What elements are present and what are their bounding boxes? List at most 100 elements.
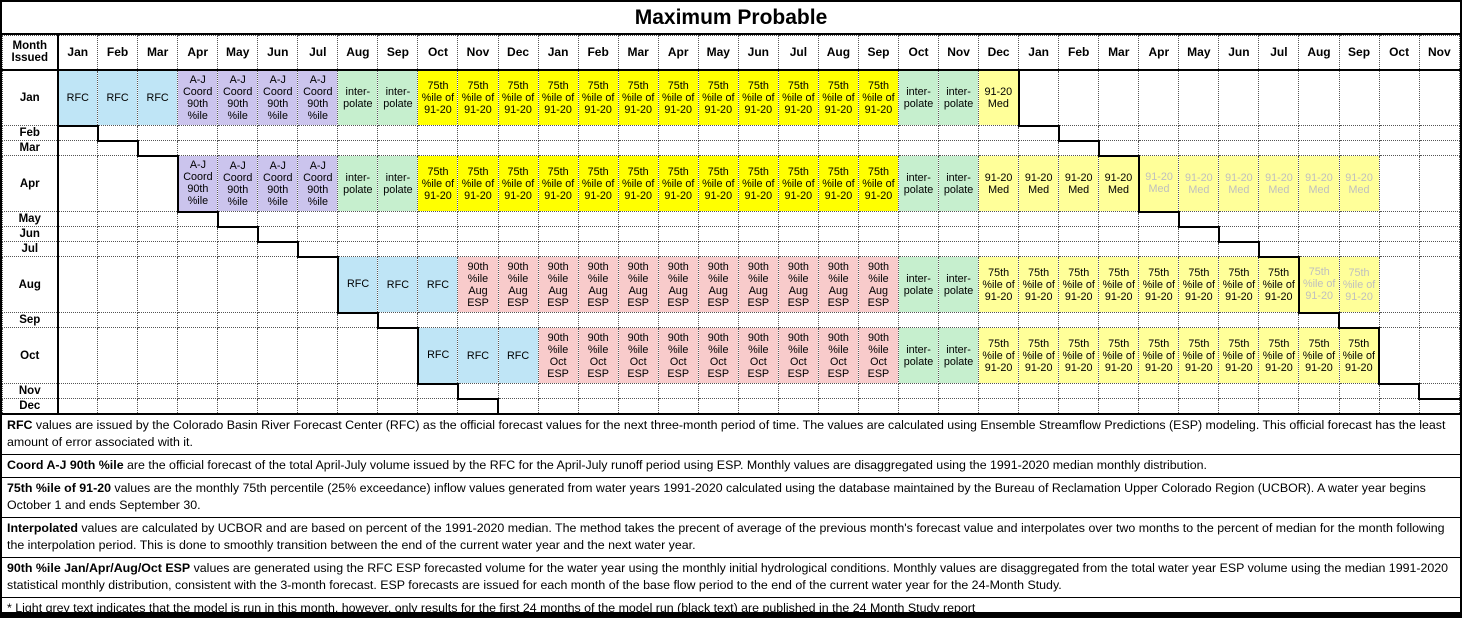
grid-cell-empty xyxy=(217,125,259,141)
grid-cell-interpolate: inter-polate xyxy=(938,327,980,384)
grid-cell-empty xyxy=(617,226,659,242)
grid-cell-p75-pale: 75th %ile of 91-20 xyxy=(1298,327,1340,384)
grid-cell-p75-yellow: 75th %ile of 91-20 xyxy=(857,155,899,212)
grid-cell-empty xyxy=(257,140,299,156)
grid-cell-p75-pale-grey: 75th %ile of 91-20 xyxy=(1297,256,1340,314)
grid-cell-empty xyxy=(337,327,379,384)
grid-cell-rfc: RFC xyxy=(137,69,179,126)
grid-cell-p75-yellow: 75th %ile of 91-20 xyxy=(857,69,899,126)
column-header-feb: Feb xyxy=(577,35,619,71)
footnote-grey-text-note: * Light grey text indicates that the mod… xyxy=(2,597,1460,612)
grid-cell-empty xyxy=(1018,312,1060,328)
grid-cell-empty xyxy=(938,211,980,227)
column-header-may: May xyxy=(697,35,739,71)
grid-cell-empty xyxy=(56,327,99,384)
grid-cell-rfc: RFC xyxy=(417,256,459,313)
grid-cell-empty xyxy=(177,226,219,242)
grid-cell-empty xyxy=(497,211,539,227)
column-header-oct: Oct xyxy=(417,35,459,71)
grid-cell-empty xyxy=(97,312,139,328)
grid-cell-empty xyxy=(457,226,499,242)
grid-cell-med: 91-20 Med xyxy=(1098,155,1140,212)
grid-cell-p75-pale: 75th %ile of 91-20 xyxy=(978,327,1020,384)
grid-cell-empty xyxy=(97,140,139,156)
footnote-text: values are issued by the Colorado Basin … xyxy=(7,417,1446,449)
grid-cell-empty xyxy=(97,241,139,257)
grid-cell-empty xyxy=(617,140,659,156)
grid-cell-p75-pale: 75th %ile of 91-20 xyxy=(1058,327,1100,384)
grid-cell-empty xyxy=(457,312,499,328)
grid-cell-empty xyxy=(537,140,579,156)
grid-cell-empty xyxy=(217,312,259,328)
grid-cell-empty xyxy=(1298,398,1340,414)
grid-cell-p75-pale: 75th %ile of 91-20 xyxy=(1218,327,1260,384)
grid-cell-esp-aug: 90th %ile Aug ESP xyxy=(577,256,619,313)
issued-row-mar: Mar xyxy=(2,140,1460,157)
grid-cell-empty xyxy=(857,312,899,328)
footnote-term: Interpolated xyxy=(7,521,78,536)
column-header-may: May xyxy=(217,35,259,71)
grid-cell-p75-yellow: 75th %ile of 91-20 xyxy=(497,155,539,212)
grid-cell-empty xyxy=(417,383,459,399)
grid-cell-empty xyxy=(1338,398,1380,414)
grid-cell-empty xyxy=(1378,69,1420,126)
issued-row-jun: Jun xyxy=(2,226,1460,243)
grid-cell-empty xyxy=(537,241,579,257)
grid-cell-empty xyxy=(577,125,619,141)
grid-cell-empty xyxy=(177,140,219,156)
column-header-jul: Jul xyxy=(297,35,339,71)
footnotes: RFC values are issued by the Colorado Ba… xyxy=(2,415,1460,612)
grid-cell-p75-yellow: 75th %ile of 91-20 xyxy=(617,69,659,126)
grid-cell-empty xyxy=(257,312,299,328)
grid-cell-p75-yellow: 75th %ile of 91-20 xyxy=(737,69,779,126)
grid-cell-empty xyxy=(617,211,659,227)
grid-cell-empty xyxy=(1298,312,1340,328)
footnote-term: RFC xyxy=(7,417,33,432)
column-header-sep: Sep xyxy=(857,35,899,71)
grid-cell-empty xyxy=(1338,226,1380,242)
grid-cell-empty xyxy=(417,226,459,242)
grid-cell-empty xyxy=(377,383,419,399)
grid-cell-empty xyxy=(697,383,739,399)
grid-cell-empty xyxy=(216,211,259,228)
grid-cell-empty xyxy=(657,211,699,227)
grid-cell-esp-aug: 90th %ile Aug ESP xyxy=(657,256,699,313)
month-issued-header: Month Issued xyxy=(2,35,59,71)
grid-cell-empty xyxy=(417,398,459,414)
grid-cell-empty xyxy=(1378,256,1420,313)
grid-cell-empty xyxy=(1138,140,1180,156)
grid-cell-empty xyxy=(56,226,99,242)
grid-cell-esp-aug: 90th %ile Aug ESP xyxy=(857,256,899,313)
grid-cell-empty xyxy=(577,226,619,242)
column-header-dec: Dec xyxy=(978,35,1020,71)
grid-cell-empty xyxy=(1098,383,1140,399)
grid-cell-p75-yellow: 75th %ile of 91-20 xyxy=(817,155,859,212)
grid-cell-empty xyxy=(137,256,179,313)
grid-cell-empty xyxy=(817,211,859,227)
grid-cell-empty xyxy=(1378,383,1420,399)
grid-cell-empty xyxy=(577,398,619,414)
grid-cell-empty xyxy=(1378,398,1420,414)
grid-cell-empty xyxy=(97,383,139,399)
grid-cell-empty xyxy=(257,211,299,227)
issued-row-nov: Nov xyxy=(2,383,1460,400)
grid-cell-empty xyxy=(497,125,539,141)
grid-cell-empty xyxy=(1258,140,1300,156)
grid-cell-empty xyxy=(777,226,819,242)
grid-cell-empty xyxy=(377,211,419,227)
issued-row-dec: Dec xyxy=(2,398,1460,415)
grid-cell-empty xyxy=(1018,211,1060,227)
grid-cell-empty xyxy=(817,383,859,399)
grid-cell-empty xyxy=(297,312,339,328)
grid-cell-empty xyxy=(256,226,299,243)
grid-cell-esp-oct: 90th %ile Oct ESP xyxy=(857,327,899,384)
grid-cell-empty xyxy=(777,398,819,414)
issued-row-feb: Feb xyxy=(2,125,1460,142)
grid-cell-p75-pale: 75th %ile of 91-20 xyxy=(1098,327,1140,384)
grid-cell-empty xyxy=(577,241,619,257)
grid-cell-empty xyxy=(1418,226,1460,242)
grid-cell-empty xyxy=(137,125,179,141)
grid-cell-empty xyxy=(1378,155,1420,212)
grid-cell-empty xyxy=(537,398,579,414)
